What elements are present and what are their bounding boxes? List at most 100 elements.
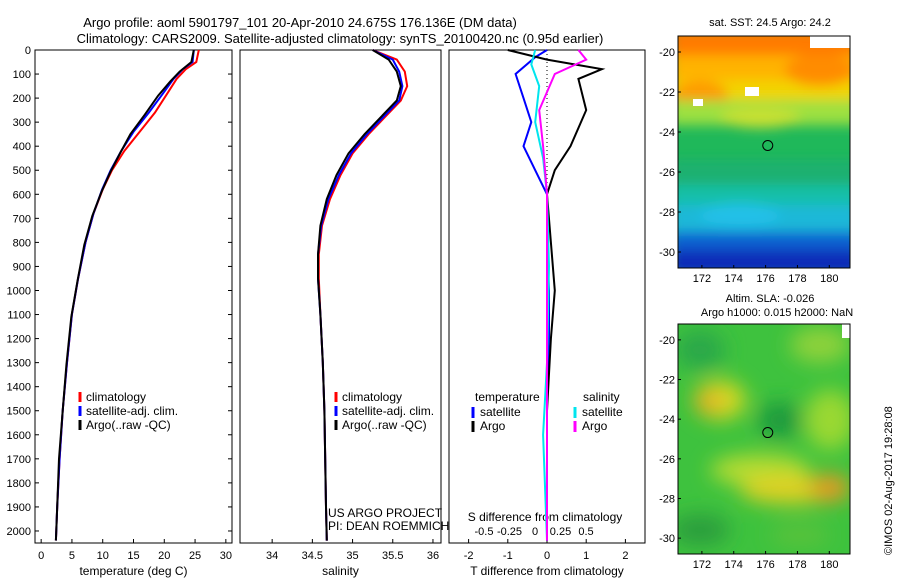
map-x-tick-label: 178	[788, 559, 806, 571]
series-line-argorawqc	[54, 49, 195, 541]
x-tick-label: -2	[464, 550, 474, 562]
series-line-climatology	[54, 49, 200, 541]
legend-label: satellite	[480, 405, 521, 419]
x-tick-label: 25	[189, 550, 201, 562]
y-tick-label: 800	[13, 237, 31, 249]
map-x-tick-label: 172	[693, 559, 711, 571]
argo-location-marker	[762, 427, 774, 439]
legend-label: Argo(..raw -QC)	[342, 418, 427, 432]
series-line-argo	[538, 49, 588, 541]
map-x-tick-label: 174	[725, 559, 743, 571]
x-tick-label: 5	[69, 550, 75, 562]
map-y-tick-label: -26	[659, 454, 675, 466]
y-tick-label: 1100	[7, 310, 31, 322]
x-axis-label: temperature (deg C)	[79, 564, 187, 578]
legend-label: climatology	[342, 390, 402, 404]
y-tick-label: 1200	[7, 334, 31, 346]
y-tick-label: 900	[13, 261, 31, 273]
map-y-tick-label: -24	[659, 414, 675, 426]
y-tick-label: 300	[13, 117, 31, 129]
sla-map-title: Altim. SLA: -0.026	[726, 293, 815, 305]
legend-title-salinity: salinity	[583, 390, 620, 404]
map-x-tick-label: 174	[725, 273, 743, 285]
salinity-panel: 34 34.5 35 35.5 36 salinity climatologysatelli…	[239, 49, 442, 578]
x-axis-label: T difference from climatology	[470, 564, 624, 578]
y-tick-label: 1700	[7, 454, 31, 466]
y-tick-label: 500	[13, 165, 31, 177]
x-tick-label: 30	[220, 550, 232, 562]
map-y-tick-label: -20	[659, 335, 675, 347]
sst-map-title: sat. SST: 24.5 Argo: 24.2	[709, 17, 831, 29]
difference-panel: -2 -1 0 1 2 T difference from climatology -0.5…	[448, 49, 646, 578]
top-tick-label: -0.5	[475, 526, 494, 538]
series-line-satelliteadjclim	[54, 49, 195, 541]
y-tick-label: 100	[13, 69, 31, 81]
y-tick-label: 1600	[7, 430, 31, 442]
sst-map-frame	[677, 35, 851, 269]
y-tick-label: 1800	[7, 478, 31, 490]
temperature-panel: 0100200300400500600700800900100011001200…	[7, 45, 233, 578]
map-y-tick-label: -30	[659, 247, 675, 259]
top-tick-label: -0.25	[497, 526, 522, 538]
x-tick-label: 10	[97, 550, 109, 562]
map-x-tick-label: 180	[820, 273, 838, 285]
plot-frame	[34, 49, 233, 544]
y-tick-label: 1000	[7, 285, 31, 297]
y-tick-label: 700	[13, 213, 31, 225]
series-line-argorawqc	[317, 49, 402, 541]
top-tick-label: 0.5	[578, 526, 593, 538]
x-tick-label: 20	[158, 550, 170, 562]
sst-map-panel: sat. SST: 24.5 Argo: 24.2	[659, 17, 851, 285]
x-tick-label: 35	[346, 550, 358, 562]
y-tick-label: 400	[13, 141, 31, 153]
credit-line-2: PI: DEAN ROEMMICH	[328, 519, 449, 533]
legend-label: satellite	[582, 405, 623, 419]
legend-label: satellite-adj. clim.	[342, 404, 434, 418]
x-tick-label: 15	[127, 550, 139, 562]
map-x-tick-label: 176	[756, 559, 774, 571]
x-tick-label: 34	[266, 550, 278, 562]
x-tick-label: 0	[544, 550, 550, 562]
y-tick-label: 1900	[7, 502, 31, 514]
sla-map-subtitle: Argo h1000: 0.015 h2000: NaN	[701, 307, 853, 319]
header-line-2: Climatology: CARS2009. Satellite-adjuste…	[77, 31, 604, 46]
y-tick-label: 1400	[7, 382, 31, 394]
y-tick-label: 200	[13, 93, 31, 105]
map-x-tick-label: 172	[693, 273, 711, 285]
map-y-tick-label: -24	[659, 127, 675, 139]
x-tick-label: 1	[583, 550, 589, 562]
legend-label: Argo	[582, 419, 608, 433]
series-line-argo	[507, 49, 606, 541]
map-x-tick-label: 178	[788, 273, 806, 285]
legend-label: climatology	[86, 390, 146, 404]
y-tick-label: 2000	[7, 526, 31, 538]
sla-map-panel: Altim. SLA: -0.026 Argo h1000: 0.015 h20…	[659, 293, 853, 571]
y-tick-label: 0	[25, 45, 31, 57]
y-tick-label: 600	[13, 189, 31, 201]
legend-title-temperature: temperature	[475, 390, 540, 404]
top-axis-label: S difference from climatology	[468, 510, 623, 524]
x-axis-label: salinity	[322, 564, 359, 578]
header-line-1: Argo profile: aoml 5901797_101 20-Apr-20…	[83, 15, 517, 30]
y-tick-label: 1300	[7, 358, 31, 370]
x-tick-label: 35.5	[382, 550, 403, 562]
x-tick-label: 36	[427, 550, 439, 562]
map-y-tick-label: -22	[659, 87, 675, 99]
map-y-tick-label: -28	[659, 207, 675, 219]
top-tick-label: 0	[532, 526, 538, 538]
map-x-tick-label: 176	[756, 273, 774, 285]
legend-label: satellite-adj. clim.	[86, 404, 178, 418]
sla-heatmap	[678, 324, 850, 554]
y-tick-label: 1500	[7, 406, 31, 418]
map-y-tick-label: -20	[659, 47, 675, 59]
argo-location-marker	[762, 140, 774, 151]
legend-label: Argo	[480, 419, 506, 433]
x-tick-label: 0	[38, 550, 44, 562]
map-y-tick-label: -26	[659, 167, 675, 179]
credit-line-1: US ARGO PROJECT	[328, 506, 443, 520]
plot-frame	[239, 49, 442, 544]
x-tick-label: 34.5	[302, 550, 323, 562]
map-y-tick-label: -28	[659, 493, 675, 505]
series-line-satelliteadjclim	[317, 49, 404, 541]
